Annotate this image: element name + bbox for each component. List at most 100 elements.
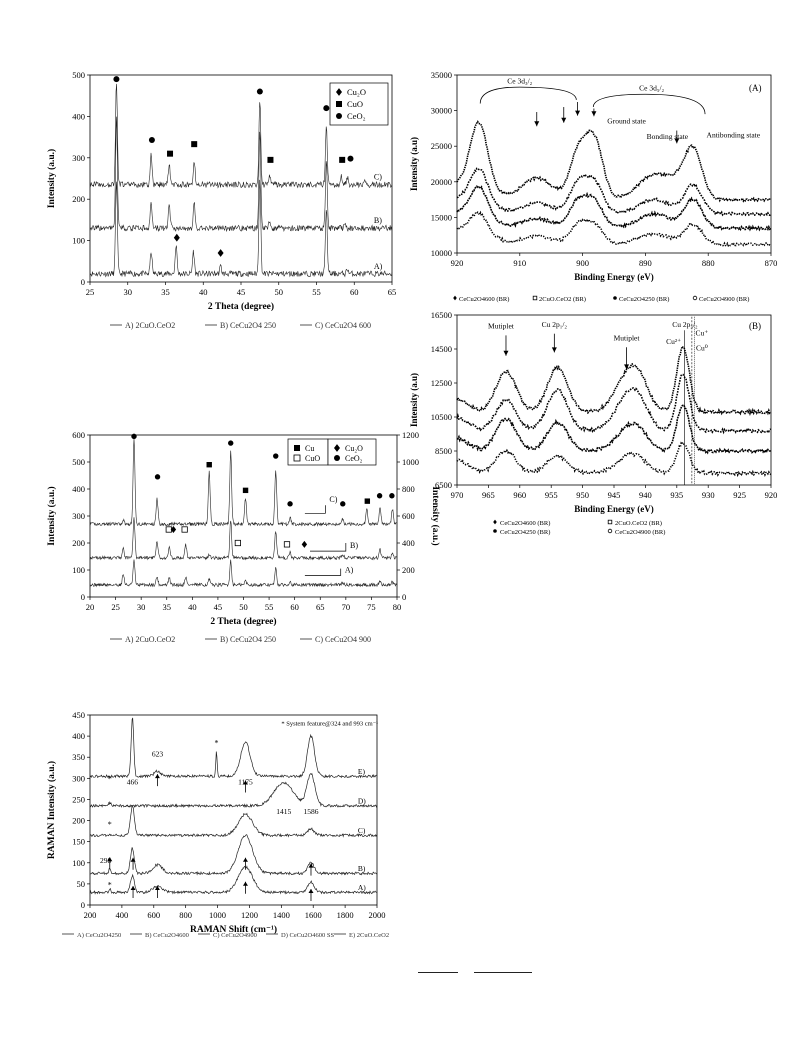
xps-annotation: Cu⁰ (696, 344, 708, 353)
xps-series-trace (456, 373, 772, 435)
y-tick-label: 200 (72, 538, 85, 548)
peak-label: 466 (127, 778, 139, 787)
legend-marker (334, 455, 340, 461)
phase-marker (283, 541, 291, 548)
asterisk-marker: * (108, 775, 112, 784)
y-tick-label: 300 (72, 773, 85, 783)
legend-marker (493, 519, 497, 525)
x-tick-label: 940 (639, 490, 652, 500)
y-axis-label: Intensity (a.u.) (46, 486, 57, 545)
y-tick-label: 30000 (431, 106, 452, 116)
y-tick-label: 400 (72, 731, 85, 741)
legend-entry: CeO₂ (347, 111, 366, 121)
y-right-tick-label: 1200 (402, 430, 419, 440)
xps-series-trace (456, 345, 772, 416)
peak-label: 1586 (303, 807, 318, 816)
x-tick-label: 65 (388, 287, 397, 297)
x-tick-label: 950 (576, 490, 589, 500)
peak-arrowhead (591, 111, 597, 117)
series-arrow (304, 505, 326, 514)
x-tick-label: 1200 (241, 910, 258, 920)
peak-label: 623 (152, 749, 164, 758)
x-axis-label: RAMAN Shift (cm⁻¹) (190, 924, 277, 935)
y-tick-label: 100 (72, 236, 85, 246)
xps-annotation: Ce 3d₅/₂ (639, 84, 664, 93)
peak-label: 1175 (238, 778, 253, 787)
y-tick-label: 0 (81, 592, 85, 602)
footer-rule-right (474, 972, 532, 973)
legend-entry: 2CuO.CeO2 (BR) (539, 296, 586, 303)
legend-entry: CeCu2O4250 (BR) (619, 296, 669, 303)
plot-frame (456, 74, 772, 254)
asterisk-marker: * (108, 800, 112, 809)
phase-marker (242, 487, 249, 494)
y-tick-label: 20000 (431, 177, 452, 187)
y-tick-label: 10000 (431, 248, 452, 258)
series-label: A) (374, 262, 383, 271)
legend-marker (607, 528, 613, 534)
y-right-tick-label: 1000 (402, 457, 419, 467)
x-tick-label: 25 (86, 287, 95, 297)
xrd-600-chart: 25 30 35 40 45 50 55 60 65 0 100 200 300 400 500 2 Thet… (46, 70, 397, 330)
legend-entry: CeCu2O4600 (BR) (500, 520, 550, 527)
legend-entry: Cu₂O (347, 87, 366, 97)
xps-annotation: Cu⁺ (696, 328, 709, 337)
y-tick-label: 200 (72, 816, 85, 826)
legend-marker (336, 88, 342, 96)
x-tick-label: 35 (161, 287, 170, 297)
phase-marker (376, 493, 383, 499)
y-right-tick-label: 200 (402, 565, 415, 575)
peak-arrowhead (308, 888, 314, 893)
series-label: C) (358, 826, 366, 835)
y-right-tick-label: 400 (402, 538, 415, 548)
x-tick-label: 930 (702, 490, 715, 500)
y-tick-label: 0 (81, 277, 85, 287)
x-tick-label: 40 (199, 287, 208, 297)
x-tick-label: 1800 (337, 910, 354, 920)
series-arrow (310, 543, 347, 552)
x-tick-label: 200 (84, 910, 97, 920)
x-tick-label: 70 (342, 602, 351, 612)
legend-entry: A) 2CuO.CeO2 (125, 321, 175, 330)
legend-entry: C) CeCu2O4 900 (315, 635, 371, 644)
series-arrow (304, 568, 342, 576)
y-tick-label: 100 (72, 565, 85, 575)
xps-cu-panel: 970 965 960 955 950 945 940 935 930 925 920 6500 850… (405, 305, 780, 545)
x-tick-label: 30 (124, 287, 133, 297)
peak-arrowhead (154, 774, 160, 779)
y-tick-label: 400 (72, 484, 85, 494)
ce-3d32-bracket (479, 86, 577, 104)
x-tick-label: 65 (316, 602, 325, 612)
asterisk-marker: * (108, 880, 112, 889)
xps-annotation: Antibonding state (707, 131, 761, 140)
legend-marker (336, 113, 342, 119)
x-axis-label: Binding Energy (eV) (574, 272, 654, 282)
legend-marker (453, 295, 457, 301)
x-tick-label: 55 (265, 602, 274, 612)
legend-entry: Cu (305, 444, 314, 453)
phase-marker (301, 540, 308, 548)
series-label: C) (329, 495, 337, 504)
xps-annotation: Mutiplet (614, 334, 641, 343)
legend-entry: C) CeCu2O4 600 (315, 321, 371, 330)
xrd-900-panel: 20 25 30 35 40 45 50 55 60 65 70 75 80 0 100 200 300 400 5… (40, 425, 441, 660)
footer-rules (418, 972, 538, 976)
peak-arrowhead (130, 886, 136, 890)
x-tick-label: 400 (116, 910, 129, 920)
y-tick-label: 12500 (431, 378, 452, 388)
peak-arrowhead (561, 117, 567, 123)
phase-marker (165, 526, 172, 533)
peak-label: 1415 (276, 807, 291, 816)
legend-entry: CuO (347, 99, 363, 109)
phase-marker (267, 156, 274, 163)
x-tick-label: 970 (451, 490, 464, 500)
x-tick-label: 1600 (305, 910, 322, 920)
x-tick-label: 45 (214, 602, 223, 612)
peak-label: 298 (100, 856, 112, 865)
x-tick-label: 890 (639, 258, 652, 268)
x-tick-label: 20 (86, 602, 95, 612)
phase-marker (170, 525, 177, 534)
legend-entry: Cu₂O (345, 444, 363, 453)
legend-entry: B) CeCu2O4 250 (220, 321, 276, 330)
xps-series-trace (456, 185, 772, 232)
